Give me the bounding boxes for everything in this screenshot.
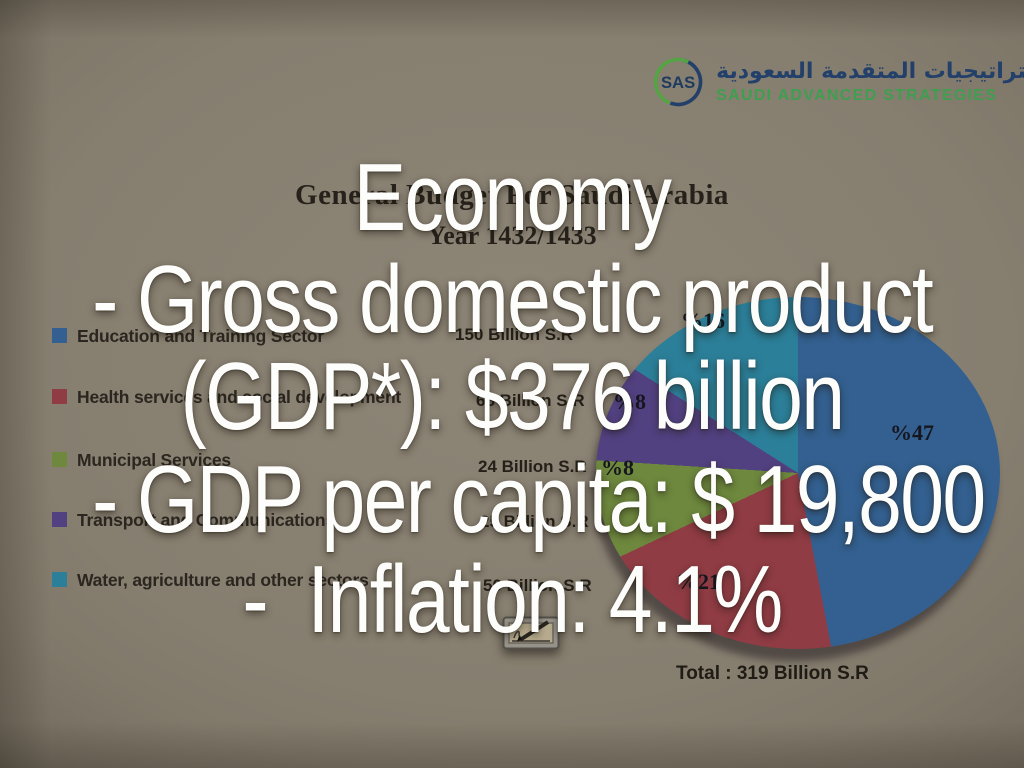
sas-logo-circle-icon: SAS — [653, 57, 703, 107]
legend-swatch — [52, 389, 67, 404]
value-health: 68 Billion S.R — [476, 391, 585, 410]
legend-label: Water, agriculture and other sectors — [77, 570, 369, 590]
value-water: 50 Billion S.R — [483, 576, 592, 595]
legend-swatch — [52, 452, 67, 467]
pie-chart — [596, 297, 1000, 649]
chart-subtitle: Year 1432/1433 — [427, 221, 597, 250]
sas-logo: SAS الاستراتيجيات المتقدمة السعودية SAUD… — [652, 44, 1024, 120]
pie-label-education: %47 — [890, 420, 934, 445]
total-label: Total : 319 Billion S.R — [676, 663, 869, 684]
overlay-gdp-line-1: - Gross domestic product — [92, 246, 934, 353]
legend-swatch — [52, 328, 67, 343]
legend-label: Transport and Communications — [77, 510, 335, 530]
edit-pen-icon — [502, 616, 560, 650]
pie-label-health: %21 — [676, 569, 720, 594]
overlay-gdp-line-2: (GDP*): $376 billion — [180, 343, 846, 450]
value-transport: 25 Billion S.R — [480, 512, 589, 531]
legend-label: Municipal Services — [77, 450, 231, 470]
legend-swatch — [52, 572, 67, 587]
legend-item-water: Water, agriculture and other sectors — [52, 570, 369, 591]
sas-monogram: SAS — [661, 73, 695, 92]
legend-item-municipal: Municipal Services — [52, 450, 231, 471]
value-municipal: 24 Billion S.R — [478, 457, 587, 476]
value-education: 150 Billion S.R — [455, 325, 574, 344]
legend-swatch — [52, 512, 67, 527]
overlay-title: Economy — [353, 144, 672, 251]
legend-label: Health services and social development — [77, 387, 402, 407]
legend-item-transport: Transport and Communications — [52, 510, 335, 531]
legend-label: Education and Training Sector — [77, 326, 325, 346]
logo-arabic-name: الاستراتيجيات المتقدمة السعودية — [716, 58, 1024, 84]
overlay-gdp-per-capita: - GDP per capita: $ 19,800 — [92, 446, 986, 553]
pie-label-municipal: %8 — [601, 455, 634, 480]
pie-label-water: %16 — [681, 308, 725, 333]
legend-item-education: Education and Training Sector — [52, 326, 324, 347]
pie-label-transport: %8 — [613, 389, 646, 414]
overlay-inflation: - Inflation: 4.1% — [242, 546, 783, 653]
logo-english-name: SAUDI ADVANCED STRATEGIES — [716, 86, 998, 104]
chart-title: General Budget For Saudi Arabia — [295, 179, 729, 211]
legend-item-health: Health services and social development — [52, 387, 401, 408]
